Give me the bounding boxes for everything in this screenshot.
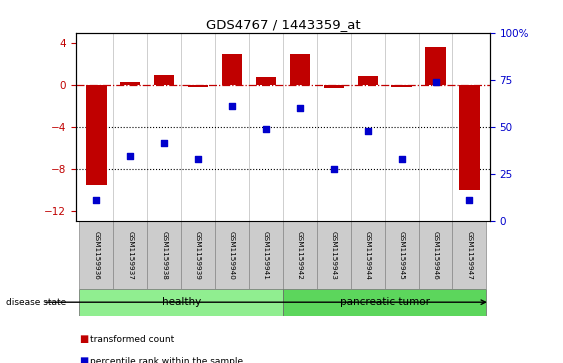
Bar xyxy=(79,221,113,289)
Bar xyxy=(453,221,486,289)
Text: GSM1159938: GSM1159938 xyxy=(161,231,167,280)
Text: GSM1159945: GSM1159945 xyxy=(399,231,405,280)
Point xyxy=(329,166,338,172)
Bar xyxy=(283,221,317,289)
Text: GSM1159941: GSM1159941 xyxy=(263,231,269,280)
Bar xyxy=(249,221,283,289)
Text: ■: ■ xyxy=(79,356,88,363)
Text: disease state: disease state xyxy=(6,298,66,307)
Bar xyxy=(418,221,453,289)
Text: GSM1159943: GSM1159943 xyxy=(331,231,337,280)
Point xyxy=(227,103,236,109)
Point xyxy=(363,129,372,134)
Bar xyxy=(391,85,412,87)
Bar xyxy=(358,76,378,85)
Bar xyxy=(154,75,175,85)
Bar xyxy=(256,77,276,85)
Bar xyxy=(283,289,486,316)
Text: percentile rank within the sample: percentile rank within the sample xyxy=(90,357,243,363)
Bar xyxy=(120,82,140,85)
Bar xyxy=(215,221,249,289)
Bar xyxy=(351,221,385,289)
Point xyxy=(194,156,203,162)
Text: GSM1159944: GSM1159944 xyxy=(365,231,370,280)
Point xyxy=(126,154,135,159)
Title: GDS4767 / 1443359_at: GDS4767 / 1443359_at xyxy=(205,19,360,32)
Bar xyxy=(426,47,446,85)
Point xyxy=(397,156,406,162)
Text: transformed count: transformed count xyxy=(90,335,175,344)
Point xyxy=(296,105,305,111)
Text: GSM1159936: GSM1159936 xyxy=(93,231,99,280)
Text: ■: ■ xyxy=(79,334,88,344)
Point xyxy=(261,126,270,132)
Bar xyxy=(181,221,215,289)
Point xyxy=(92,197,101,203)
Bar xyxy=(290,54,310,85)
Bar xyxy=(317,221,351,289)
Bar xyxy=(79,289,283,316)
Bar xyxy=(188,85,208,87)
Bar xyxy=(385,221,418,289)
Text: GSM1159937: GSM1159937 xyxy=(127,231,133,280)
Bar xyxy=(459,85,480,190)
Point xyxy=(160,140,169,146)
Point xyxy=(431,79,440,85)
Bar xyxy=(148,221,181,289)
Point xyxy=(465,197,474,203)
Text: healthy: healthy xyxy=(162,297,201,307)
Text: GSM1159940: GSM1159940 xyxy=(229,231,235,280)
Text: GSM1159947: GSM1159947 xyxy=(467,231,472,280)
Text: GSM1159942: GSM1159942 xyxy=(297,231,303,280)
Bar xyxy=(86,85,106,185)
Text: pancreatic tumor: pancreatic tumor xyxy=(339,297,430,307)
Text: GSM1159939: GSM1159939 xyxy=(195,231,201,280)
Bar xyxy=(222,54,242,85)
Text: GSM1159946: GSM1159946 xyxy=(432,231,439,280)
Bar xyxy=(113,221,148,289)
Bar xyxy=(324,85,344,88)
